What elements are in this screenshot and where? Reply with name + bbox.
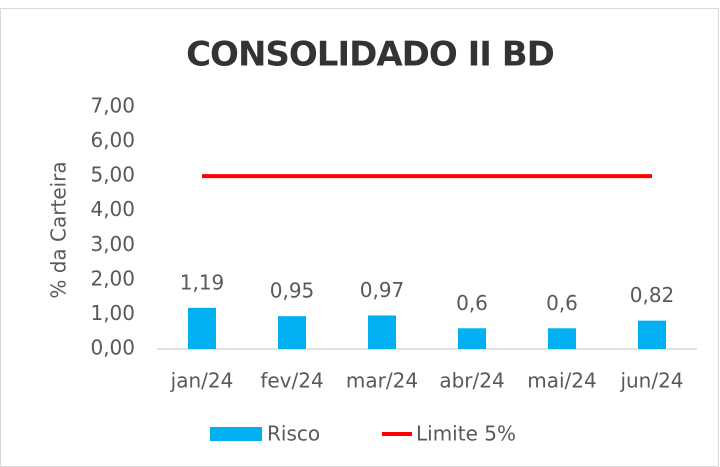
x-tick-label: jan/24 bbox=[170, 369, 234, 393]
chart-title: CONSOLIDADO II BD bbox=[186, 35, 554, 75]
y-tick-label: 0,00 bbox=[90, 336, 135, 360]
data-label: 0,97 bbox=[360, 278, 405, 302]
y-tick-label: 5,00 bbox=[90, 163, 135, 187]
data-label: 0,95 bbox=[270, 279, 315, 303]
data-label: 0,6 bbox=[546, 291, 578, 315]
x-tick-label: fev/24 bbox=[260, 369, 323, 393]
y-tick-label: 3,00 bbox=[90, 232, 135, 256]
y-axis-label: % da Carteira bbox=[47, 161, 71, 298]
y-tick-label: 2,00 bbox=[90, 266, 135, 290]
bar bbox=[278, 316, 306, 349]
bar bbox=[638, 320, 666, 349]
data-label: 0,6 bbox=[456, 291, 488, 315]
legend-label: Risco bbox=[267, 422, 320, 446]
bar bbox=[458, 328, 486, 349]
legend-label: Limite 5% bbox=[416, 422, 516, 446]
bar bbox=[368, 315, 396, 349]
bar bbox=[548, 328, 576, 349]
x-tick-label: abr/24 bbox=[439, 369, 504, 393]
legend-swatch bbox=[210, 427, 262, 441]
data-label: 1,19 bbox=[180, 270, 225, 294]
x-tick-label: mai/24 bbox=[527, 369, 596, 393]
bar bbox=[188, 307, 216, 349]
y-tick-label: 1,00 bbox=[90, 301, 135, 325]
x-tick-label: mar/24 bbox=[346, 369, 418, 393]
y-tick-label: 4,00 bbox=[90, 197, 135, 221]
y-tick-label: 6,00 bbox=[90, 128, 135, 152]
chart-border bbox=[0, 8, 719, 467]
y-tick-label: 7,00 bbox=[90, 94, 135, 118]
data-label: 0,82 bbox=[630, 283, 675, 307]
x-tick-label: jun/24 bbox=[619, 369, 683, 393]
